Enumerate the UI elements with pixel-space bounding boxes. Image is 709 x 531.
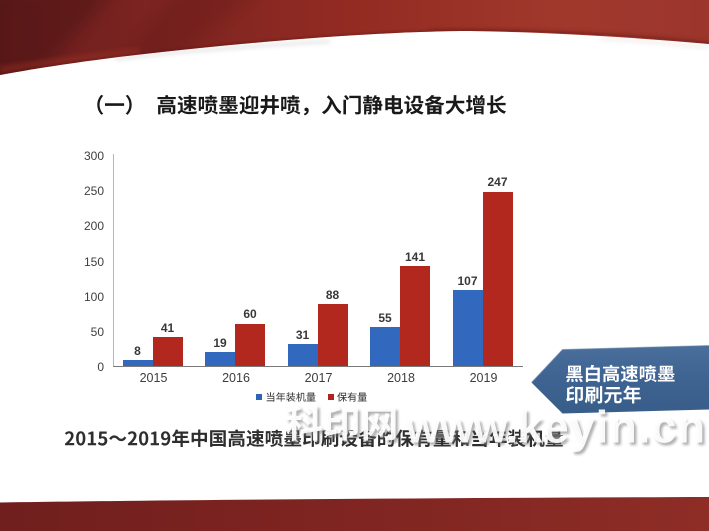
svg-text:keyin.cn: keyin.cn — [517, 401, 706, 452]
svg-text:www.: www. — [405, 404, 518, 452]
svg-text:www.: www. — [407, 407, 520, 455]
svg-text:keyin.cn: keyin.cn — [520, 404, 709, 455]
